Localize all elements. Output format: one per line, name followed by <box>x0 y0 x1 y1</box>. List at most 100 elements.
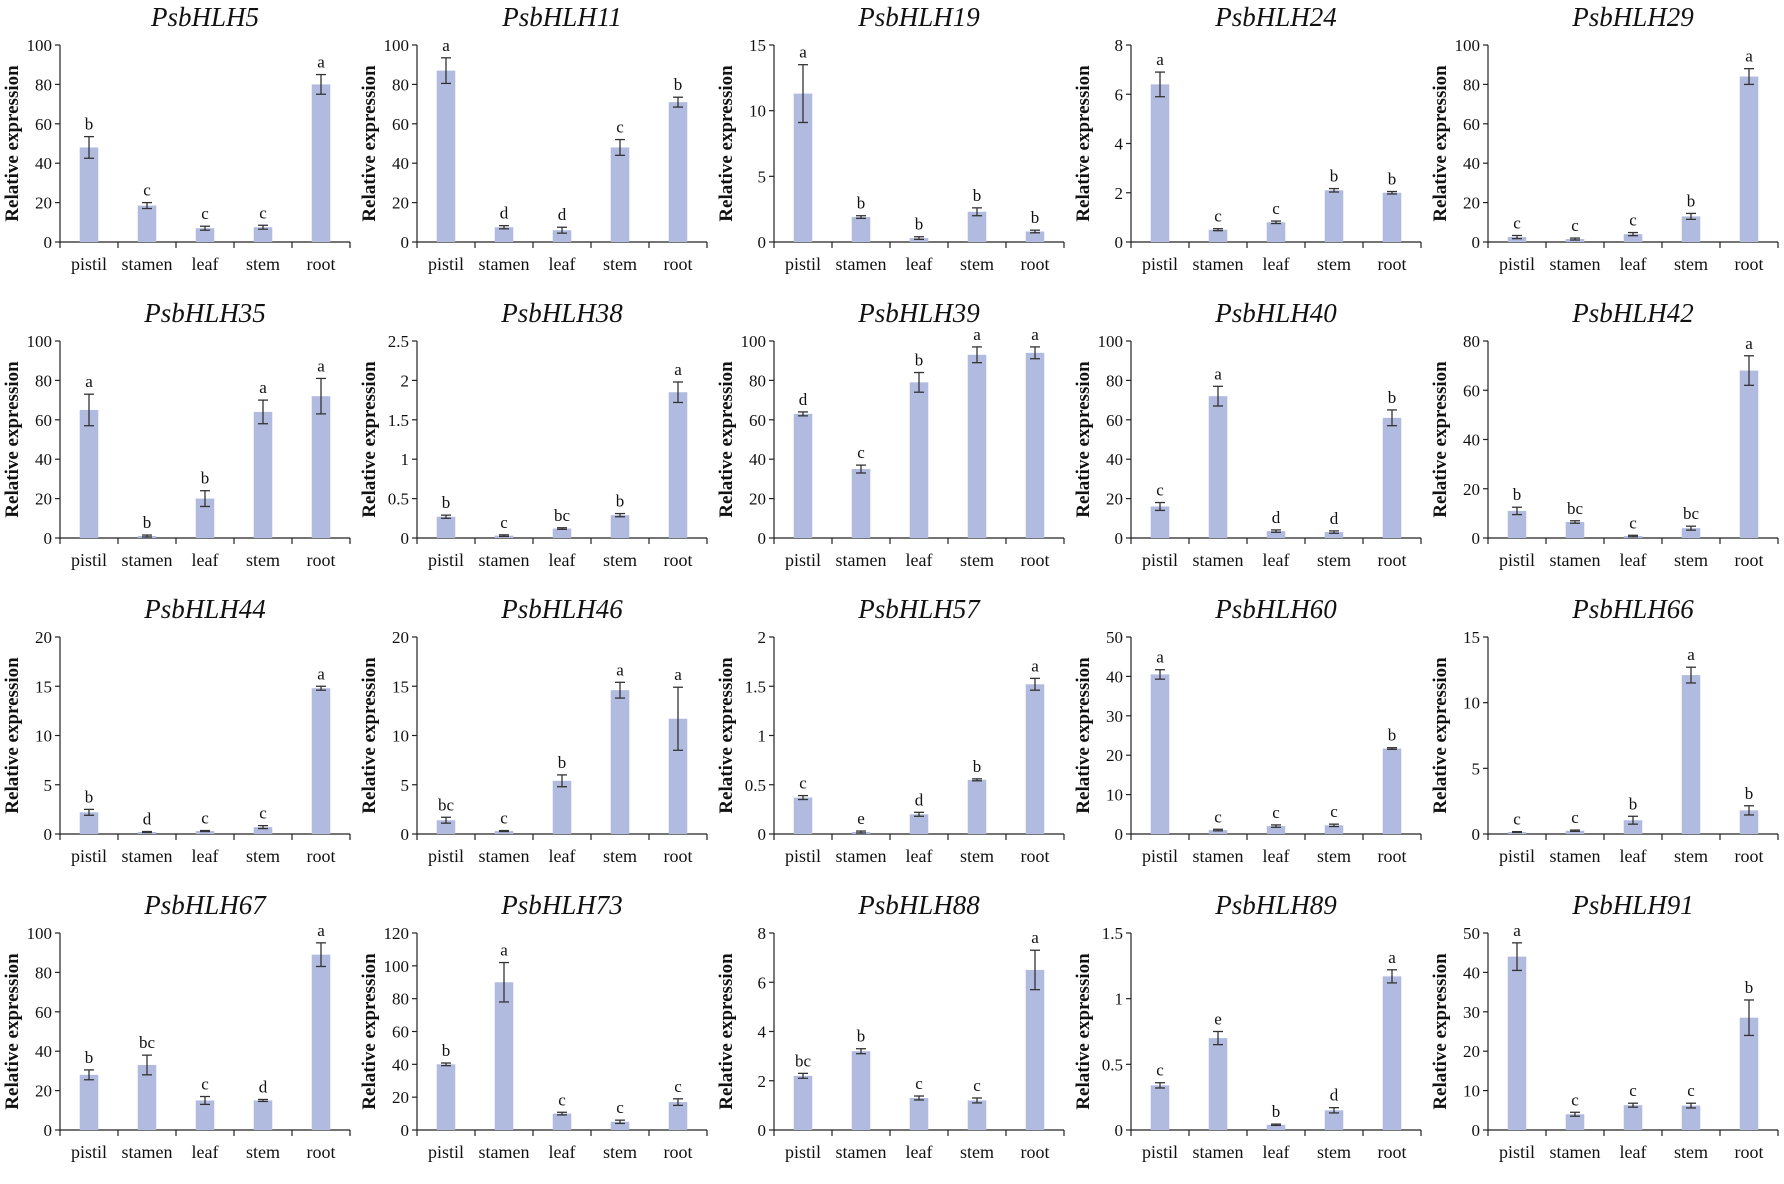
x-category-label-stem: stem <box>1317 1142 1351 1162</box>
y-tick-label: 15 <box>35 677 52 696</box>
bar-stem <box>610 147 630 242</box>
x-category-label-leaf: leaf <box>192 1142 219 1162</box>
bar-root <box>668 718 688 834</box>
x-category-label-stem: stem <box>246 846 280 866</box>
chart-panel-PsbHLH11: PsbHLH11 Relative expression 0 20 40 60 80 100 a… <box>357 0 714 296</box>
bar-stem <box>1324 825 1344 834</box>
significance-letter-pistil: b <box>85 1048 94 1067</box>
y-axis-label: Relative expression <box>716 953 737 1110</box>
y-tick-label: 0 <box>1472 529 1481 548</box>
y-tick-label: 5 <box>44 776 53 795</box>
significance-letter-root: b <box>674 75 683 94</box>
significance-letter-pistil: bc <box>795 1051 812 1070</box>
significance-letter-pistil: a <box>1156 50 1164 69</box>
significance-letter-stem: b <box>973 757 982 776</box>
y-tick-label: 10 <box>392 727 409 746</box>
bar-stem <box>1681 216 1701 242</box>
y-tick-label: 5 <box>401 776 410 795</box>
y-tick-label: 0.5 <box>388 490 409 509</box>
x-category-label-leaf: leaf <box>549 254 576 274</box>
y-tick-label: 15 <box>749 36 766 55</box>
significance-letter-stamen: c <box>1571 1090 1579 1109</box>
significance-letter-leaf: b <box>1272 1102 1281 1121</box>
chart-svg: PsbHLH73 Relative expression 0 20 40 60 80 100 1… <box>359 890 708 1162</box>
significance-letter-stamen: b <box>857 1027 866 1046</box>
x-category-label-pistil: pistil <box>785 550 821 570</box>
x-category-label-pistil: pistil <box>428 1142 464 1162</box>
bar-leaf <box>1623 234 1643 242</box>
x-category-label-leaf: leaf <box>549 846 576 866</box>
x-category-label-root: root <box>1021 550 1050 570</box>
x-category-label-stem: stem <box>960 550 994 570</box>
y-axis-label: Relative expression <box>716 361 737 518</box>
y-axis-label: Relative expression <box>359 361 380 518</box>
bar-leaf <box>1266 826 1286 834</box>
x-category-label-pistil: pistil <box>428 254 464 274</box>
chart-panel-PsbHLH19: PsbHLH19 Relative expression 0 5 10 15 a pistil… <box>714 0 1071 296</box>
x-category-label-root: root <box>1021 1142 1050 1162</box>
significance-letter-root: b <box>1031 208 1040 227</box>
chart-panel-PsbHLH44: PsbHLH44 Relative expression 0 5 10 15 20 b pist… <box>0 592 357 888</box>
y-tick-label: 40 <box>35 450 52 469</box>
bar-pistil <box>1507 237 1527 242</box>
bar-root <box>311 396 331 538</box>
y-axis-label: Relative expression <box>1073 657 1094 814</box>
significance-letter-pistil: b <box>442 493 451 512</box>
chart-panel-PsbHLH91: PsbHLH91 Relative expression 0 10 20 30 40 50 a p… <box>1428 888 1784 1184</box>
y-tick-label: 0.5 <box>1102 1055 1123 1074</box>
y-tick-label: 10 <box>35 727 52 746</box>
bar-pistil <box>1150 674 1170 834</box>
x-category-label-leaf: leaf <box>906 254 933 274</box>
x-category-label-leaf: leaf <box>1620 846 1647 866</box>
bar-leaf <box>552 528 572 538</box>
y-tick-label: 4 <box>1115 135 1124 154</box>
chart-svg: PsbHLH19 Relative expression 0 5 10 15 a pistil… <box>716 2 1065 274</box>
chart-panel-PsbHLH60: PsbHLH60 Relative expression 0 10 20 30 40 50 a p… <box>1071 592 1428 888</box>
bar-pistil <box>793 413 813 538</box>
chart-title: PsbHLH60 <box>1214 594 1337 624</box>
y-axis-label: Relative expression <box>359 657 380 814</box>
x-category-label-leaf: leaf <box>1620 254 1647 274</box>
y-tick-label: 6 <box>758 973 767 992</box>
chart-title: PsbHLH67 <box>143 890 267 920</box>
y-tick-label: 5 <box>758 167 767 186</box>
x-category-label-pistil: pistil <box>428 550 464 570</box>
x-category-label-pistil: pistil <box>1142 550 1178 570</box>
significance-letter-pistil: bc <box>438 795 455 814</box>
y-tick-label: 100 <box>384 957 410 976</box>
chart-panel-PsbHLH24: PsbHLH24 Relative expression 0 2 4 6 8 a pistil c… <box>1071 0 1428 296</box>
significance-letter-root: a <box>317 921 325 940</box>
significance-letter-stem: b <box>616 492 625 511</box>
significance-letter-stamen: bc <box>139 1033 156 1052</box>
y-tick-label: 1 <box>758 727 767 746</box>
significance-letter-stem: d <box>1330 1086 1339 1105</box>
chart-panel-PsbHLH89: PsbHLH89 Relative expression 0 0.5 1 1.5 c pist… <box>1071 888 1428 1184</box>
bar-stamen <box>851 217 871 242</box>
y-axis-label: Relative expression <box>2 953 23 1110</box>
significance-letter-leaf: c <box>201 204 209 223</box>
bar-root <box>1382 417 1402 538</box>
significance-letter-stamen: c <box>143 181 151 200</box>
bar-stamen <box>1208 830 1228 834</box>
x-category-label-root: root <box>1021 254 1050 274</box>
bar-stamen <box>494 831 514 834</box>
y-axis-label: Relative expression <box>1430 953 1451 1110</box>
bar-stamen <box>1208 396 1228 538</box>
significance-letter-root: a <box>1031 656 1039 675</box>
x-category-label-stamen: stamen <box>836 550 887 570</box>
bar-stem <box>253 1100 273 1130</box>
significance-letter-stem: c <box>616 118 624 137</box>
y-tick-label: 1 <box>1115 990 1124 1009</box>
y-tick-label: 10 <box>1106 786 1123 805</box>
y-tick-label: 20 <box>35 628 52 647</box>
y-tick-label: 0 <box>1115 233 1124 252</box>
significance-letter-root: a <box>1031 928 1039 947</box>
significance-letter-root: c <box>674 1077 682 1096</box>
y-tick-label: 80 <box>35 963 52 982</box>
y-tick-label: 15 <box>392 677 409 696</box>
significance-letter-pistil: b <box>85 115 94 134</box>
bar-leaf <box>1266 222 1286 242</box>
y-tick-label: 0 <box>758 825 767 844</box>
significance-letter-stem: c <box>1330 802 1338 821</box>
